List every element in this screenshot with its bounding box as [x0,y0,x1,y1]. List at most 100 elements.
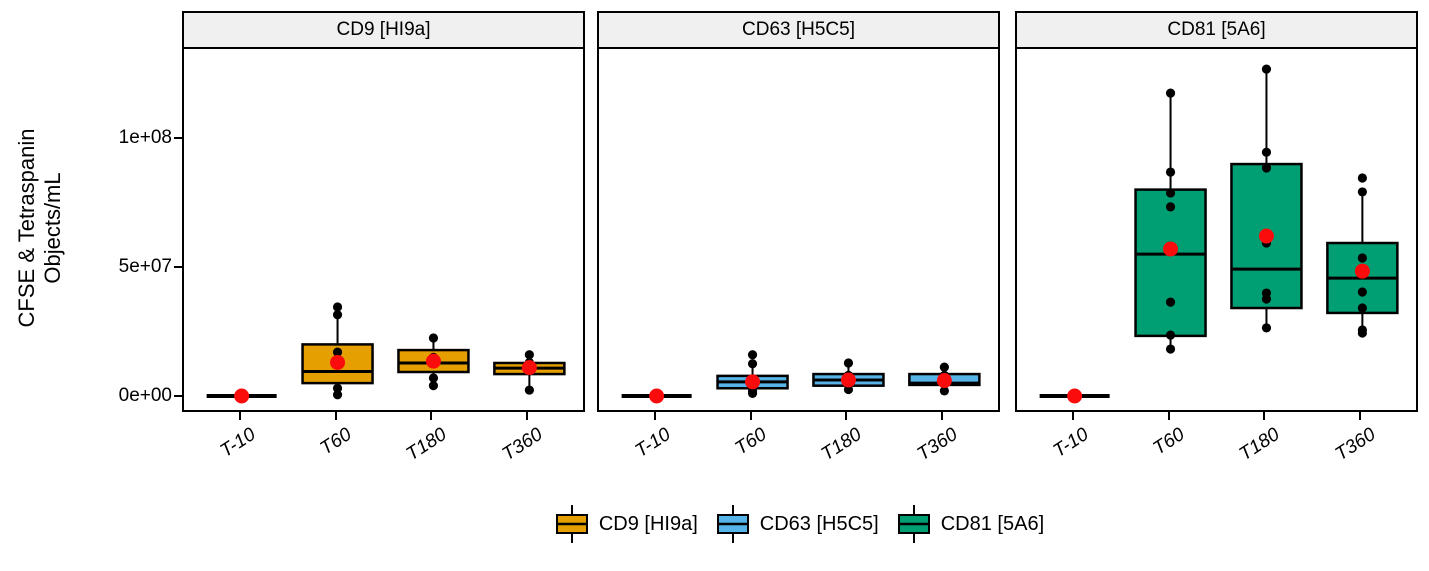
legend-label: CD63 [H5C5] [759,512,879,535]
legend-boxplot-key-icon [897,505,930,543]
x-tick-label: T60 [316,424,355,460]
x-tick-mark [845,412,848,420]
x-tick-label: T360 [1332,424,1380,466]
x-tick-label: T180 [1236,424,1284,466]
data-point [332,390,343,400]
x-tick-mark [238,412,241,420]
x-tick-mark [526,412,529,420]
x-tick-label: T60 [731,424,770,460]
data-point [332,347,343,357]
facet-panel: CD81 [5A6] T-10 T60 T180 T360 [1015,0,1418,500]
mean-point [936,373,952,389]
data-point [747,350,758,360]
data-point [428,333,439,343]
data-point [1165,330,1176,340]
boxplot-group-T180 [397,333,470,391]
legend: CD9 [HI9a] CD63 [H5C5] CD81 [5A6] [182,498,1417,550]
y-axis-title-line1: CFSE & Tetraspanin [14,128,39,328]
y-tick-label: 5e+07 [118,256,172,277]
y-tick-mark [174,395,182,397]
boxplot-group-T180 [1230,64,1303,333]
data-point [524,350,534,360]
legend-label: CD9 [HI9a] [598,512,698,535]
data-point [843,358,854,368]
boxplot-group-T360 [1326,173,1399,338]
y-tick-mark [174,137,182,139]
boxplot-group-T-10 [621,388,692,404]
x-tick-label: T-10 [1049,424,1093,462]
boxplot-group-T180 [812,358,885,395]
y-axis-title: CFSE & Tetraspanin Objects/mL [14,129,66,328]
boxplot-group-T360 [908,362,981,396]
facet-plot-area [1015,47,1418,412]
mean-point [745,374,761,390]
x-tick-label: T360 [914,424,962,466]
y-axis-title-line2: Objects/mL [40,172,65,284]
boxplot-group-T-10 [206,388,277,404]
facet-header: CD63 [H5C5] [597,11,1000,49]
x-tick-label: T60 [1149,424,1188,460]
x-tick-mark [1071,412,1074,420]
data-point [1357,303,1367,313]
boxplot-group-T360 [493,350,566,395]
data-point [1357,173,1367,183]
data-point [332,383,343,393]
boxplot-svg [1039,64,1399,404]
legend-item: CD81 [5A6] [897,502,1044,546]
data-point [332,310,343,320]
data-point [747,359,758,369]
data-point [843,384,854,395]
x-tick-mark [653,412,656,420]
legend-item: CD63 [H5C5] [716,502,879,546]
data-point [1261,147,1272,157]
facet-plot-area [597,47,1000,412]
facet-plot-area [182,47,585,412]
data-point [1165,167,1176,177]
data-point [1165,344,1176,354]
mean-point [1354,263,1370,279]
data-point [1261,294,1272,304]
x-tick-label: T-10 [216,424,260,462]
data-point [939,386,949,396]
mean-point [425,353,441,369]
facet-header: CD81 [5A6] [1015,11,1418,49]
data-point [428,373,439,383]
y-tick-label: 0e+00 [118,385,172,406]
boxplot-group-T60 [1134,88,1207,354]
x-tick-mark [1167,412,1170,420]
data-point [332,302,343,312]
mean-point [234,388,250,404]
mean-point [1067,388,1083,404]
iqr-box [1134,188,1207,338]
data-point [1165,88,1176,98]
x-tick-mark [749,412,752,420]
data-point [1165,188,1176,198]
x-tick-label: T180 [818,424,866,466]
data-point [1357,328,1367,338]
y-tick-label: 1e+08 [118,127,172,148]
boxplot-group-T-10 [1039,388,1110,404]
data-point [1357,187,1367,197]
mean-point [1163,241,1179,257]
boxplot-svg [621,350,981,404]
x-tick-mark [334,412,337,420]
boxplot-group-T60 [716,350,789,399]
mean-point [649,388,665,404]
data-point [1357,287,1367,297]
x-tick-label: T180 [403,424,451,466]
data-point [1165,297,1176,307]
legend-label: CD81 [5A6] [940,512,1045,535]
legend-boxplot-key-icon [555,505,588,543]
x-tick-label: T-10 [631,424,675,462]
boxplot-svg [206,302,566,404]
data-point [939,362,949,372]
x-tick-label: T360 [499,424,547,466]
data-point [1165,202,1176,212]
mean-point [840,372,856,388]
x-tick-mark [941,412,944,420]
x-tick-mark [1359,412,1362,420]
x-tick-mark [1263,412,1266,420]
mean-point [521,360,537,376]
data-point [747,388,758,399]
